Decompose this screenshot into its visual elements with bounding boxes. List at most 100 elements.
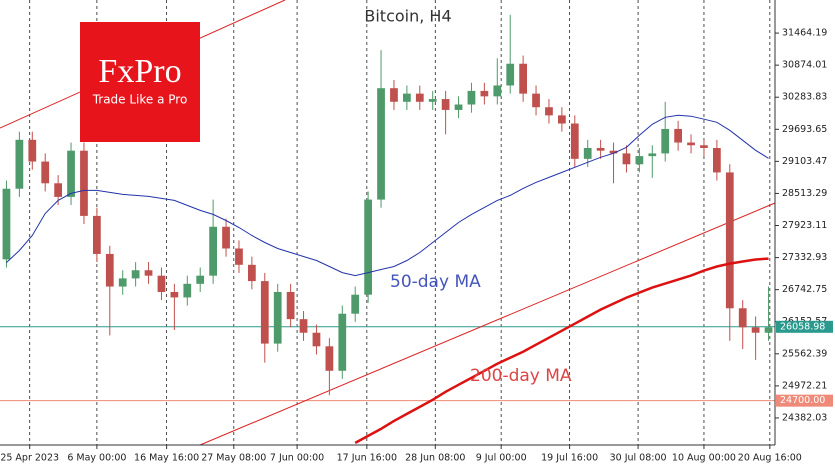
candle-body [725,172,734,309]
y-tick-label: 27332.93 [782,252,827,263]
candle-body [441,99,450,110]
ma-line [6,114,769,277]
moving-averages [6,114,769,444]
candle-body [506,63,515,86]
candle-body [28,139,37,162]
axes: 31464.19 30874.01 30283.83 29693.65 29103.47… [0,28,833,464]
y-tick-label: 24972.21 [782,380,827,391]
y-tick-label: 26742.75 [782,284,827,295]
candle-body [93,215,101,254]
x-tick-label: 25 Apr 2023 [0,453,59,464]
candle-body [545,107,553,116]
y-tick-label: 31464.19 [782,28,827,39]
logo-box [80,22,200,142]
candle-body [648,153,657,157]
candle-body [428,99,437,102]
candle-body [764,327,773,333]
candle-body [635,156,644,165]
x-tick-label: 20 Aug 16:00 [738,453,802,464]
logo-name: FxPro [98,53,181,90]
candle-body [622,153,631,165]
candle-body [2,188,11,260]
candle-body [661,128,670,154]
candles [2,14,773,396]
candle-body [364,199,372,295]
candle-body [67,150,75,197]
level-label-box [776,320,833,333]
candle-body [609,150,618,154]
candle-body [751,327,760,333]
ma-line [354,257,769,444]
x-tick-label: 17 Jun 16:00 [337,453,397,464]
candle-body [80,150,88,216]
x-tick-label: 10 Aug 00:00 [672,453,736,464]
y-tick-label: 28513.29 [782,188,827,199]
candle-body [687,142,695,146]
ma-annotation: 50-day MA [390,272,481,292]
candle-body [415,93,424,102]
y-tick-label: 29103.47 [782,156,827,167]
candle-body [118,278,127,287]
candle-body [467,90,476,105]
candle-body [558,115,566,124]
logo-tagline: Trade Like a Pro [92,93,188,107]
candle-body [105,253,114,287]
candle-body [144,270,153,276]
candle-body [674,128,682,143]
candle-body [157,275,166,292]
x-tick-label: 9 Jul 00:00 [476,453,527,464]
y-tick-label: 27923.11 [782,220,827,231]
x-tick-label: 7 Jun 00:00 [270,453,324,464]
y-tick-label: 24382.03 [782,412,827,423]
y-tick-label: 29693.65 [782,124,827,135]
candle-body [170,291,179,298]
candle-body [493,85,502,97]
candle-body [286,291,295,320]
trend-line [199,202,776,446]
candle-body [390,88,398,102]
level-label-box [776,394,833,407]
level-label: 26058.98 [780,321,825,332]
candle-body [700,145,708,148]
candle-body [519,63,527,94]
candle-body [570,123,579,159]
candle-body [260,281,269,344]
x-tick-label: 27 May 08:00 [201,453,266,464]
candle-body [583,147,592,159]
candle-body [222,226,230,249]
level-label: 24700.00 [780,395,825,406]
y-tick-label: 30283.83 [782,92,827,103]
y-tick-label: 25562.39 [782,348,827,359]
candle-body [248,264,256,282]
x-tick-label: 19 Jul 16:00 [541,453,598,464]
candle-body [532,93,540,108]
candle-body [713,147,721,173]
y-tick-label: 30874.01 [782,60,827,71]
x-tick-label: 16 May 16:00 [134,453,199,464]
candle-body [403,93,411,102]
candle-body [235,248,243,265]
candle-body [351,294,360,314]
candle-body [338,313,347,371]
candle-body [273,291,282,344]
candle-body [738,308,747,328]
candle-body [54,183,62,197]
candle-body [312,332,321,347]
candle-body [325,346,334,371]
candle-body [454,104,463,110]
x-tick-label: 30 Jul 08:00 [610,453,667,464]
candle-body [131,270,140,279]
candle-body [596,147,605,151]
chart-title: Bitcoin, H4 [364,7,451,26]
x-tick-label: 28 Jun 08:00 [405,453,465,464]
candle-body [196,275,205,284]
ma-annotation: 200-day MA [470,366,572,386]
candle-body [377,88,385,200]
candle-body [299,319,308,333]
candle-body [209,226,217,276]
x-tick-label: 6 May 00:00 [67,453,126,464]
candle-body [15,139,24,189]
candle-body [183,283,192,298]
candle-body [41,161,50,184]
